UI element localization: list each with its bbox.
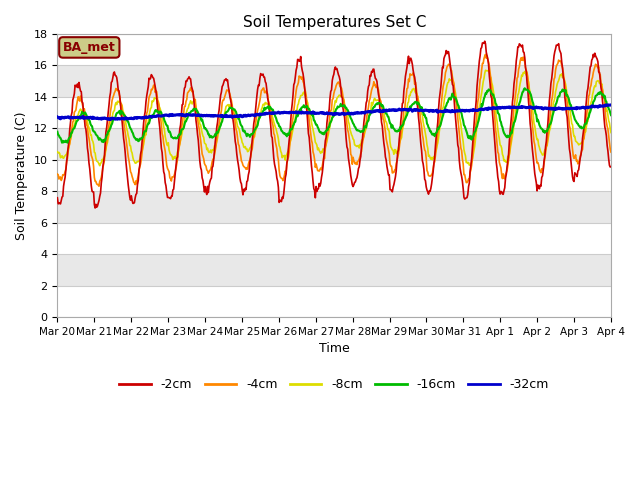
X-axis label: Time: Time bbox=[319, 342, 349, 356]
Legend: -2cm, -4cm, -8cm, -16cm, -32cm: -2cm, -4cm, -8cm, -16cm, -32cm bbox=[115, 373, 554, 396]
Bar bbox=[58, 128, 611, 160]
Bar bbox=[58, 223, 611, 254]
Bar bbox=[58, 254, 611, 286]
Bar bbox=[58, 160, 611, 192]
Title: Soil Temperatures Set C: Soil Temperatures Set C bbox=[243, 15, 426, 30]
Bar bbox=[58, 34, 611, 65]
Bar bbox=[58, 65, 611, 97]
Bar bbox=[58, 97, 611, 128]
Bar bbox=[58, 192, 611, 223]
Text: BA_met: BA_met bbox=[63, 41, 116, 54]
Y-axis label: Soil Temperature (C): Soil Temperature (C) bbox=[15, 111, 28, 240]
Bar bbox=[58, 286, 611, 317]
